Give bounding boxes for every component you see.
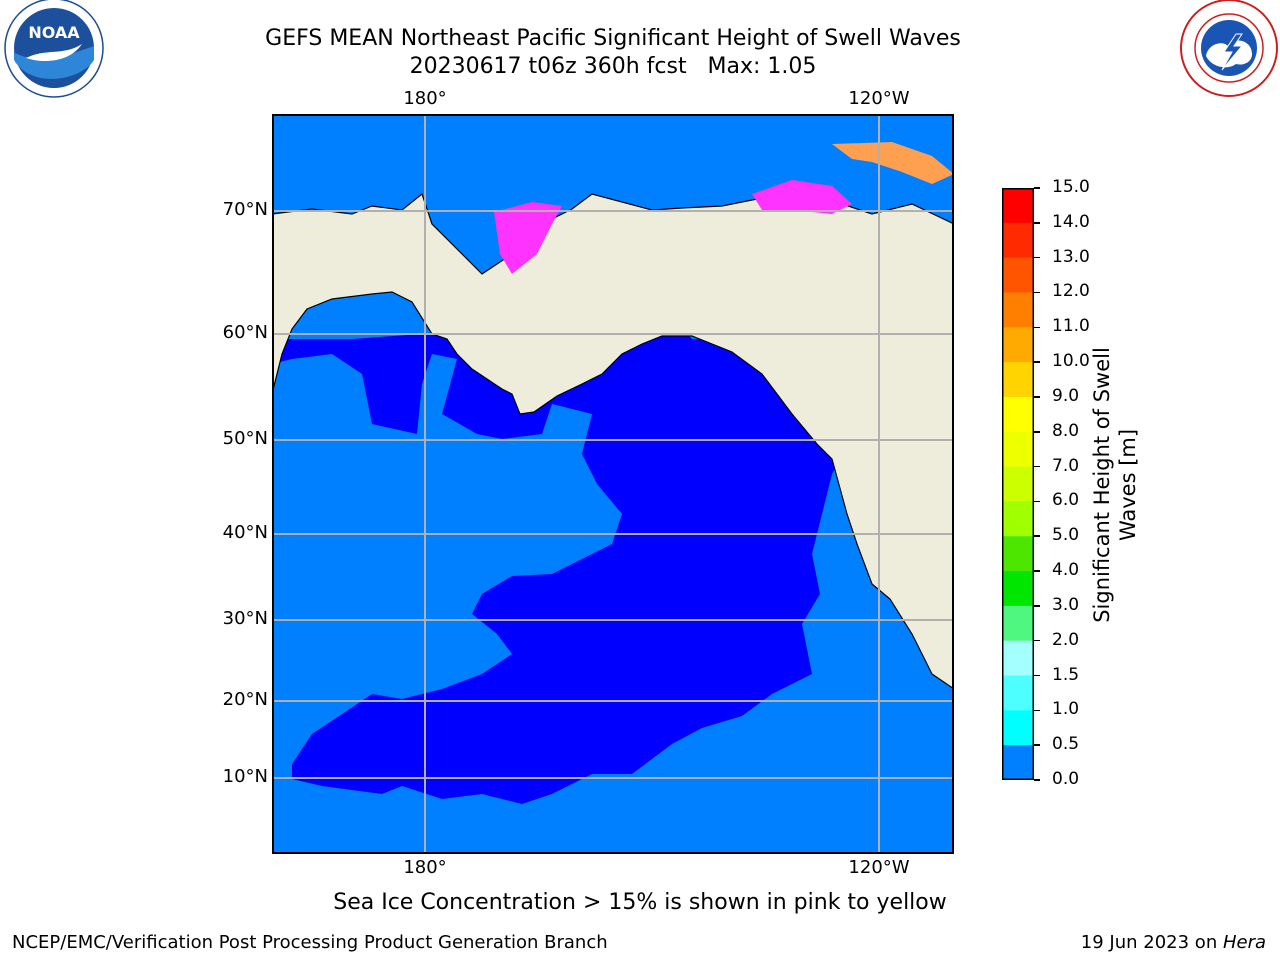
colorbar-title-line1: Significant Height of Swell [1090,347,1114,623]
lat-label-60n: 60°N [222,322,268,343]
lon-label-top-180: 180° [403,88,447,109]
lat-label-70n: 70°N [222,199,268,220]
chart-title: GEFS MEAN Northeast Pacific Significant … [265,26,961,51]
low-swell-region [272,274,847,804]
footer-credit: NCEP/EMC/Verification Post Processing Pr… [12,932,608,953]
colorbar-label: 15.0 [1052,177,1090,197]
colorbar-segment [1002,362,1034,398]
colorbar-tick [1034,535,1040,537]
colorbar-tick [1034,361,1040,363]
lat-label-20n: 20°N [222,689,268,710]
colorbar-segment [1002,605,1034,642]
map-panel [272,114,954,854]
colorbar-tick [1034,431,1040,433]
colorbar-label: 8.0 [1052,420,1080,441]
colorbar-tick [1034,465,1040,468]
colorbar-tick [1034,326,1040,329]
colorbar-label: 6.0 [1052,490,1080,511]
nws-logo [1180,0,1278,97]
colorbar-segment [1002,257,1034,293]
colorbar-label: 9.0 [1052,385,1080,406]
colorbar-label: 1.5 [1052,664,1080,685]
colorbar-label: 4.0 [1052,560,1080,581]
colorbar-tick [1034,291,1040,294]
colorbar-frame [1002,188,1034,780]
colorbar [1002,188,1034,780]
colorbar-label: 11.0 [1052,316,1090,337]
colorbar-segment [1002,710,1034,746]
colorbar-segment [1002,640,1034,677]
colorbar-tick [1034,605,1040,607]
colorbar-label: 3.0 [1052,594,1080,615]
colorbar-segment [1002,431,1034,468]
colorbar-segment [1002,327,1034,363]
lat-label-40n: 40°N [222,522,268,543]
colorbar-label: 5.0 [1052,525,1080,546]
lon-label-top-120w: 120°W [848,88,910,109]
sea-ice-beaufort [752,180,852,214]
colorbar-segment [1002,396,1034,433]
colorbar-segment [1002,501,1034,537]
colorbar-segment [1002,571,1034,607]
lon-label-bottom-120w: 120°W [848,857,910,878]
colorbar-segment [1002,675,1034,711]
sea-ice-canadian [832,142,954,184]
lon-label-bottom-180: 180° [403,857,447,878]
colorbar-tick [1034,744,1040,746]
lat-label-30n: 30°N [222,608,268,629]
colorbar-segment [1002,292,1034,328]
colorbar-segment [1002,188,1034,224]
colorbar-label: 7.0 [1052,455,1080,476]
colorbar-tick [1034,639,1040,642]
colorbar-label: 0.5 [1052,734,1080,755]
colorbar-tick [1034,709,1040,712]
colorbar-label: 2.0 [1052,629,1080,650]
graticule [272,114,954,854]
footer-date-text: 19 Jun 2023 on [1080,932,1223,953]
colorbar-tick [1034,256,1040,259]
footer-date: 19 Jun 2023 on Hera [1081,932,1266,953]
lat-label-50n: 50°N [222,428,268,449]
colorbar-label: 1.0 [1052,699,1080,720]
colorbar-label: 12.0 [1052,281,1090,302]
noaa-logo-text: NOAA [28,23,80,42]
colorbar-tick [1034,779,1040,781]
colorbar-tick [1034,674,1040,677]
colorbar-segment [1002,222,1034,259]
colorbar-label: 13.0 [1052,246,1090,267]
lat-label-10n: 10°N [222,766,268,787]
colorbar-segment [1002,536,1034,572]
colorbar-title-line2: Waves [m] [1116,428,1140,542]
colorbar-label: 14.0 [1052,211,1090,232]
noaa-logo: NOAA [4,0,104,98]
sea-ice-chukchi [494,202,562,274]
colorbar-tick [1034,396,1040,398]
colorbar-label: 10.0 [1052,351,1090,372]
colorbar-label: 0.0 [1052,769,1080,789]
colorbar-tick [1034,222,1040,224]
colorbar-tick [1034,500,1040,503]
sea-ice-note: Sea Ice Concentration > 15% is shown in … [333,890,947,915]
colorbar-tick [1034,187,1040,189]
footer-host: Hera [1222,932,1266,953]
chart-subtitle: 20230617 t06z 360h fcst Max: 1.05 [409,54,817,79]
colorbar-tick [1034,570,1040,572]
colorbar-segment [1002,466,1034,502]
colorbar-segment [1002,745,1034,780]
map-frame [272,114,954,854]
